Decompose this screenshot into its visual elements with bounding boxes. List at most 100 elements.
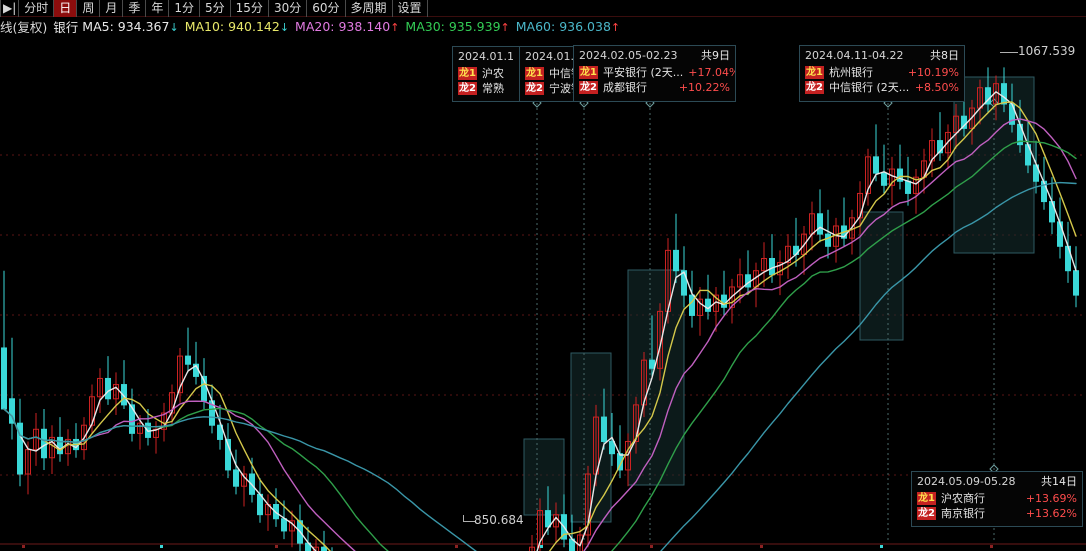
annotation-stock-row[interactable]: 龙1 沪农商行 +13.69% <box>917 491 1077 506</box>
tab-30min[interactable]: 30分 <box>269 0 308 17</box>
candle-body <box>881 172 887 186</box>
candle-body <box>905 180 911 194</box>
candle-body <box>865 156 871 194</box>
ma-line-ma5 <box>3 91 1077 551</box>
tab-multi-period[interactable]: 多周期 <box>346 0 393 17</box>
annotation-day-count: 共8日 <box>930 49 959 62</box>
high-price-leader-line <box>1000 52 1018 53</box>
axis-tick <box>455 545 458 548</box>
annotation-date-range: 2024.01.1 <box>458 50 514 63</box>
highlight-box[interactable] <box>523 438 565 516</box>
stock-name: 平安银行 (2天... <box>603 66 684 79</box>
tab-daily[interactable]: 日 <box>54 0 78 17</box>
ma-trend-arrow-icon: ↑ <box>500 20 510 34</box>
annotation-popup[interactable]: 2024.01.1 龙1 沪农 龙2 常熟 <box>452 46 530 102</box>
candle-body <box>945 131 951 154</box>
candle-body <box>953 115 959 133</box>
candle-body <box>57 436 63 455</box>
candle-body <box>321 546 327 551</box>
candle-body <box>313 546 319 551</box>
rank-badge: 龙2 <box>525 82 544 95</box>
candle-body <box>281 518 287 532</box>
playback-icon[interactable]: ▶| <box>0 0 20 17</box>
ma-trend-arrow-icon: ↑ <box>610 20 621 34</box>
highlight-box[interactable] <box>627 269 685 486</box>
tab-monthly[interactable]: 月 <box>100 0 124 17</box>
candle-body <box>81 424 87 451</box>
tab-15min[interactable]: 15分 <box>231 0 269 17</box>
candle-body <box>721 294 727 308</box>
ma-trend-arrow-icon: ↑ <box>390 20 400 34</box>
tab-5min[interactable]: 5分 <box>200 0 231 17</box>
stock-name: 常熟 <box>482 82 504 95</box>
rank-badge: 龙2 <box>458 82 477 95</box>
stock-name: 沪农 <box>482 67 504 80</box>
candlestick-chart-area[interactable] <box>0 35 1086 551</box>
candle-body <box>729 286 735 308</box>
ma-label: MA5: <box>82 18 118 34</box>
candle-body <box>737 274 743 288</box>
annotation-header: 2024.04.11-04.22 共8日 <box>805 49 959 63</box>
annotation-popup[interactable]: 2024.05.09-05.28 共14日 龙1 沪农商行 +13.69% 龙2 南京银行 +… <box>911 471 1083 527</box>
rank-badge: 龙2 <box>805 81 824 94</box>
candle-body <box>105 377 111 400</box>
ma-label: MA60: <box>515 18 560 34</box>
candle-body <box>825 233 831 247</box>
candle-body <box>545 510 551 528</box>
highlight-box[interactable] <box>859 211 904 341</box>
annotation-date-range: 2024.05.09-05.28 <box>917 475 1016 488</box>
stock-name: 沪农商行 <box>941 492 985 505</box>
tab-weekly[interactable]: 周 <box>77 0 101 17</box>
ma-label: MA10: <box>184 18 229 34</box>
candle-body <box>529 546 535 551</box>
annotation-header: 2024.01.1 <box>458 50 524 64</box>
candle-body <box>225 438 231 471</box>
candle-body <box>697 298 703 316</box>
annotation-header: 2024.05.09-05.28 共14日 <box>917 475 1077 489</box>
annotation-popup[interactable]: 2024.04.11-04.22 共8日 龙1 杭州银行 +10.19% 龙2 中信银行 (… <box>799 45 965 102</box>
candle-body <box>17 422 23 475</box>
annotation-day-count: 共9日 <box>701 49 730 62</box>
tab-intraday[interactable]: 分时 <box>19 0 55 17</box>
candle-body <box>873 156 879 174</box>
candle-body <box>609 440 615 455</box>
candle-body <box>33 428 39 451</box>
ma-readout-ma10: MA10: 940.142↓ <box>185 19 289 34</box>
ma-readout-ma30: MA30: 935.939↑ <box>405 19 509 34</box>
annotation-stock-row[interactable]: 龙2 成都银行 +10.22% <box>579 80 730 95</box>
candle-body <box>185 355 191 365</box>
annotation-stock-row[interactable]: 龙1 沪农 <box>458 66 524 81</box>
ma-value: 936.038 <box>559 18 611 34</box>
tab-yearly[interactable]: 年 <box>146 0 170 17</box>
candle-body <box>585 473 591 536</box>
ma-readout-ma20: MA20: 938.140↑ <box>295 19 399 34</box>
annotation-stock-row[interactable]: 龙2 中信银行 (2天... +8.50% <box>805 80 959 95</box>
annotation-stock-row[interactable]: 龙2 南京银行 +13.62% <box>917 506 1077 521</box>
candle-body <box>601 416 607 442</box>
ma-line-ma10 <box>3 101 1077 551</box>
tab-60min[interactable]: 60分 <box>307 0 346 17</box>
annotation-stock-row[interactable]: 龙1 平安银行 (2天... +17.04% <box>579 65 735 80</box>
stock-change-pct: +13.69% <box>1025 492 1077 505</box>
ma-value: 935.939 <box>448 18 501 34</box>
stock-change-pct: +10.19% <box>907 66 959 79</box>
rank-badge: 龙1 <box>525 67 544 80</box>
candle-body <box>1073 270 1079 296</box>
candle-body <box>937 140 943 154</box>
annotation-stock-row[interactable]: 龙2 常熟 <box>458 81 524 96</box>
stock-change-pct: +8.50% <box>914 81 959 94</box>
tab-quarterly[interactable]: 季 <box>123 0 147 17</box>
tab-settings[interactable]: 设置 <box>393 0 428 17</box>
chart-canvas[interactable] <box>0 35 1086 551</box>
candle-body <box>633 404 639 442</box>
candle-body <box>129 404 135 434</box>
annotation-stock-row[interactable]: 龙1 杭州银行 +10.19% <box>805 65 959 80</box>
annotation-popup[interactable]: 2024.02.05-02.23 共9日 龙1 平安银行 (2天... +17.04% 龙… <box>573 45 736 102</box>
candle-body <box>681 270 687 296</box>
low-price-label: 850.684 <box>474 513 524 527</box>
ma-label: MA30: <box>405 18 449 34</box>
candle-body <box>777 262 783 276</box>
candle-body <box>41 428 47 459</box>
tab-1min[interactable]: 1分 <box>169 0 201 17</box>
